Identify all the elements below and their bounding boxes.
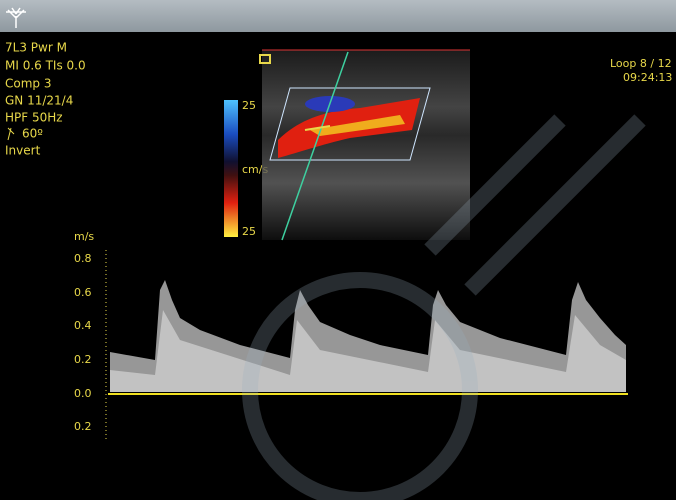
focus-marker <box>259 54 271 64</box>
logo <box>6 7 26 28</box>
scale-top: 25 <box>242 99 256 112</box>
comp: Comp 3 <box>5 77 51 91</box>
doppler-cursor <box>281 51 349 241</box>
tick-label: 0.2 <box>74 353 92 366</box>
color-box <box>269 87 431 161</box>
tick-label: 0.6 <box>74 286 92 299</box>
tick-label: 0.2 <box>74 420 92 433</box>
tick-label: 0.8 <box>74 252 92 265</box>
angle: 60º <box>22 127 43 141</box>
watermark <box>242 114 646 500</box>
doppler-unit: m/s <box>74 230 94 243</box>
tick-label: 0.4 <box>74 319 92 332</box>
scale-unit: cm/s <box>242 163 268 176</box>
doppler-core <box>110 310 626 392</box>
scale-bottom: 25 <box>242 225 256 238</box>
sample-gate <box>304 125 331 131</box>
time: 09:24:13 <box>623 71 672 84</box>
mi-tis: MI 0.6 TIs 0.0 <box>5 59 86 73</box>
gain: GN 11/21/4 <box>5 94 73 108</box>
color-bar <box>224 100 238 237</box>
probe: 7L3 Pwr M <box>5 41 67 55</box>
flow-yellow <box>310 115 405 136</box>
loop: Loop 8 / 12 <box>610 57 672 70</box>
invert: Invert <box>5 144 41 158</box>
tick-label: 0.0 <box>74 387 92 400</box>
title-bar <box>0 0 676 32</box>
angle-icon <box>7 127 15 141</box>
hpf: HPF 50Hz <box>5 111 63 125</box>
